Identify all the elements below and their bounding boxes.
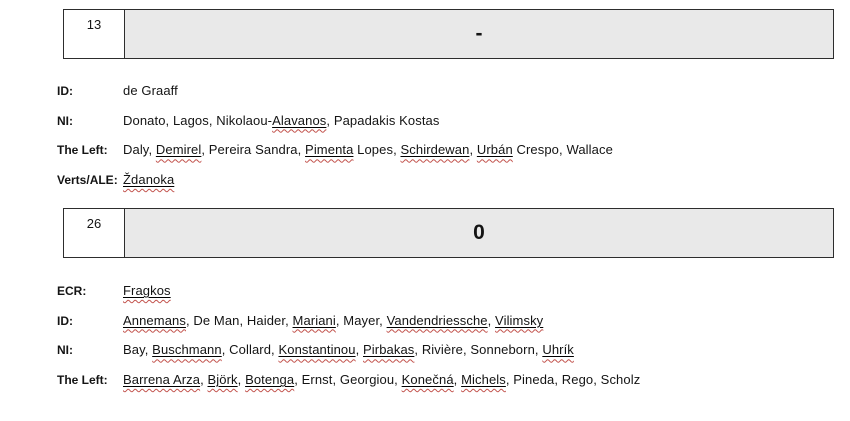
member-name-corrected: Michels bbox=[461, 372, 506, 388]
group-row-id: ID: Annemans, De Man, Haider, Mariani, M… bbox=[57, 313, 840, 343]
member-names-text: , Pineda, Rego, Scholz bbox=[505, 372, 641, 388]
member-name-corrected: Alavanos bbox=[272, 112, 327, 128]
tally-count: 26 bbox=[86, 216, 102, 231]
member-name-corrected: Mariani bbox=[292, 312, 336, 328]
group-names: Bay, Buschmann, Collard, Konstantinou, P… bbox=[123, 342, 574, 357]
vote-symbol-minus: - bbox=[475, 22, 483, 45]
member-names-text: , Rivière, Sonneborn, bbox=[414, 342, 543, 358]
member-name-corrected: Annemans bbox=[123, 312, 186, 328]
member-names-text: Daly, bbox=[123, 142, 156, 158]
group-names: Fragkos bbox=[123, 283, 171, 298]
group-row-ni: NI: Bay, Buschmann, Collard, Konstantino… bbox=[57, 342, 840, 372]
member-names-text: Bay, bbox=[123, 342, 153, 358]
member-name-corrected: Barrena Arza bbox=[123, 372, 201, 388]
group-row-the-left: The Left: Barrena Arza, Björk, Botenga, … bbox=[57, 372, 840, 402]
member-name-corrected: Fragkos bbox=[123, 283, 171, 298]
group-names: Donato, Lagos, Nikolaou-Alavanos, Papada… bbox=[123, 113, 439, 128]
group-names: Ždanoka bbox=[123, 172, 174, 187]
correction-groups-section-2: ECR: Fragkos ID: Annemans, De Man, Haide… bbox=[57, 283, 840, 402]
member-names-text: , bbox=[487, 312, 496, 328]
group-label: ECR: bbox=[57, 284, 87, 298]
member-name-corrected: Botenga bbox=[245, 372, 295, 388]
member-name-corrected: Uhrík bbox=[542, 342, 574, 358]
group-row-id: ID: de Graaff bbox=[57, 83, 840, 113]
member-name-corrected: Demirel bbox=[155, 142, 202, 158]
member-names-text: Donato, Lagos, Nikolaou- bbox=[123, 112, 273, 128]
member-names-text: Crespo, Wallace bbox=[512, 142, 613, 158]
tally-table-minus: 13 - bbox=[63, 9, 834, 59]
group-label: The Left: bbox=[57, 373, 108, 388]
tally-count: 13 bbox=[86, 17, 102, 32]
group-label: The Left: bbox=[57, 143, 108, 158]
member-names-text: , Collard, bbox=[221, 342, 279, 358]
member-names-text: Lopes, bbox=[353, 142, 401, 158]
member-names-text: , bbox=[200, 372, 208, 388]
member-name-corrected: Vandendriessche bbox=[386, 312, 488, 328]
member-names-text: , bbox=[237, 372, 246, 388]
member-name-corrected: Konstantinou bbox=[278, 342, 356, 358]
group-names: Daly, Demirel, Pereira Sandra, Pimenta L… bbox=[123, 142, 613, 157]
group-label: NI: bbox=[57, 113, 73, 128]
member-names-text: , De Man, Haider, bbox=[185, 312, 293, 328]
vote-symbol-zero: 0 bbox=[473, 221, 485, 244]
group-row-ecr: ECR: Fragkos bbox=[57, 283, 840, 313]
group-label: NI: bbox=[57, 343, 73, 358]
member-names-text: , bbox=[453, 372, 462, 388]
group-label: Verts/ALE: bbox=[57, 173, 118, 188]
tally-table-zero: 26 0 bbox=[63, 208, 834, 258]
group-names: de Graaff bbox=[123, 83, 178, 98]
member-names-text: , Mayer, bbox=[335, 312, 387, 328]
group-row-ni: NI: Donato, Lagos, Nikolaou-Alavanos, Pa… bbox=[57, 113, 840, 143]
group-row-verts-ale: Verts/ALE: Ždanoka bbox=[57, 172, 840, 202]
group-names: Annemans, De Man, Haider, Mariani, Mayer… bbox=[123, 313, 543, 328]
member-names-text: , Ernst, Georgiou, bbox=[294, 372, 402, 388]
member-name-corrected: Björk bbox=[207, 372, 238, 388]
member-name-corrected: Pimenta bbox=[305, 142, 354, 158]
member-name-corrected: Vilimsky bbox=[495, 312, 544, 328]
group-names: Barrena Arza, Björk, Botenga, Ernst, Geo… bbox=[123, 372, 640, 387]
member-name-corrected: Urbán bbox=[476, 142, 513, 158]
member-names-text: , bbox=[355, 342, 363, 358]
member-name-corrected: Konečná bbox=[401, 372, 454, 388]
correction-groups-section-1: ID: de Graaff NI: Donato, Lagos, Nikolao… bbox=[57, 83, 840, 202]
member-names-text: , Pereira Sandra, bbox=[201, 142, 306, 158]
group-row-the-left: The Left: Daly, Demirel, Pereira Sandra,… bbox=[57, 142, 840, 172]
tally-symbol-cell: 0 bbox=[125, 209, 833, 257]
group-label: ID: bbox=[57, 313, 73, 328]
member-name-corrected: Pirbakas bbox=[363, 342, 415, 358]
member-name-corrected: Ždanoka bbox=[123, 172, 175, 188]
member-names-text: de Graaff bbox=[123, 83, 178, 98]
member-names-text: , Papadakis Kostas bbox=[326, 112, 440, 128]
group-label: ID: bbox=[57, 84, 73, 98]
member-names-text: , bbox=[469, 142, 477, 158]
member-name-corrected: Buschmann bbox=[152, 342, 222, 358]
tally-count-cell: 13 bbox=[64, 10, 125, 58]
member-name-corrected: Schirdewan bbox=[400, 142, 470, 158]
tally-count-cell: 26 bbox=[64, 209, 125, 257]
tally-symbol-cell: - bbox=[125, 10, 833, 58]
